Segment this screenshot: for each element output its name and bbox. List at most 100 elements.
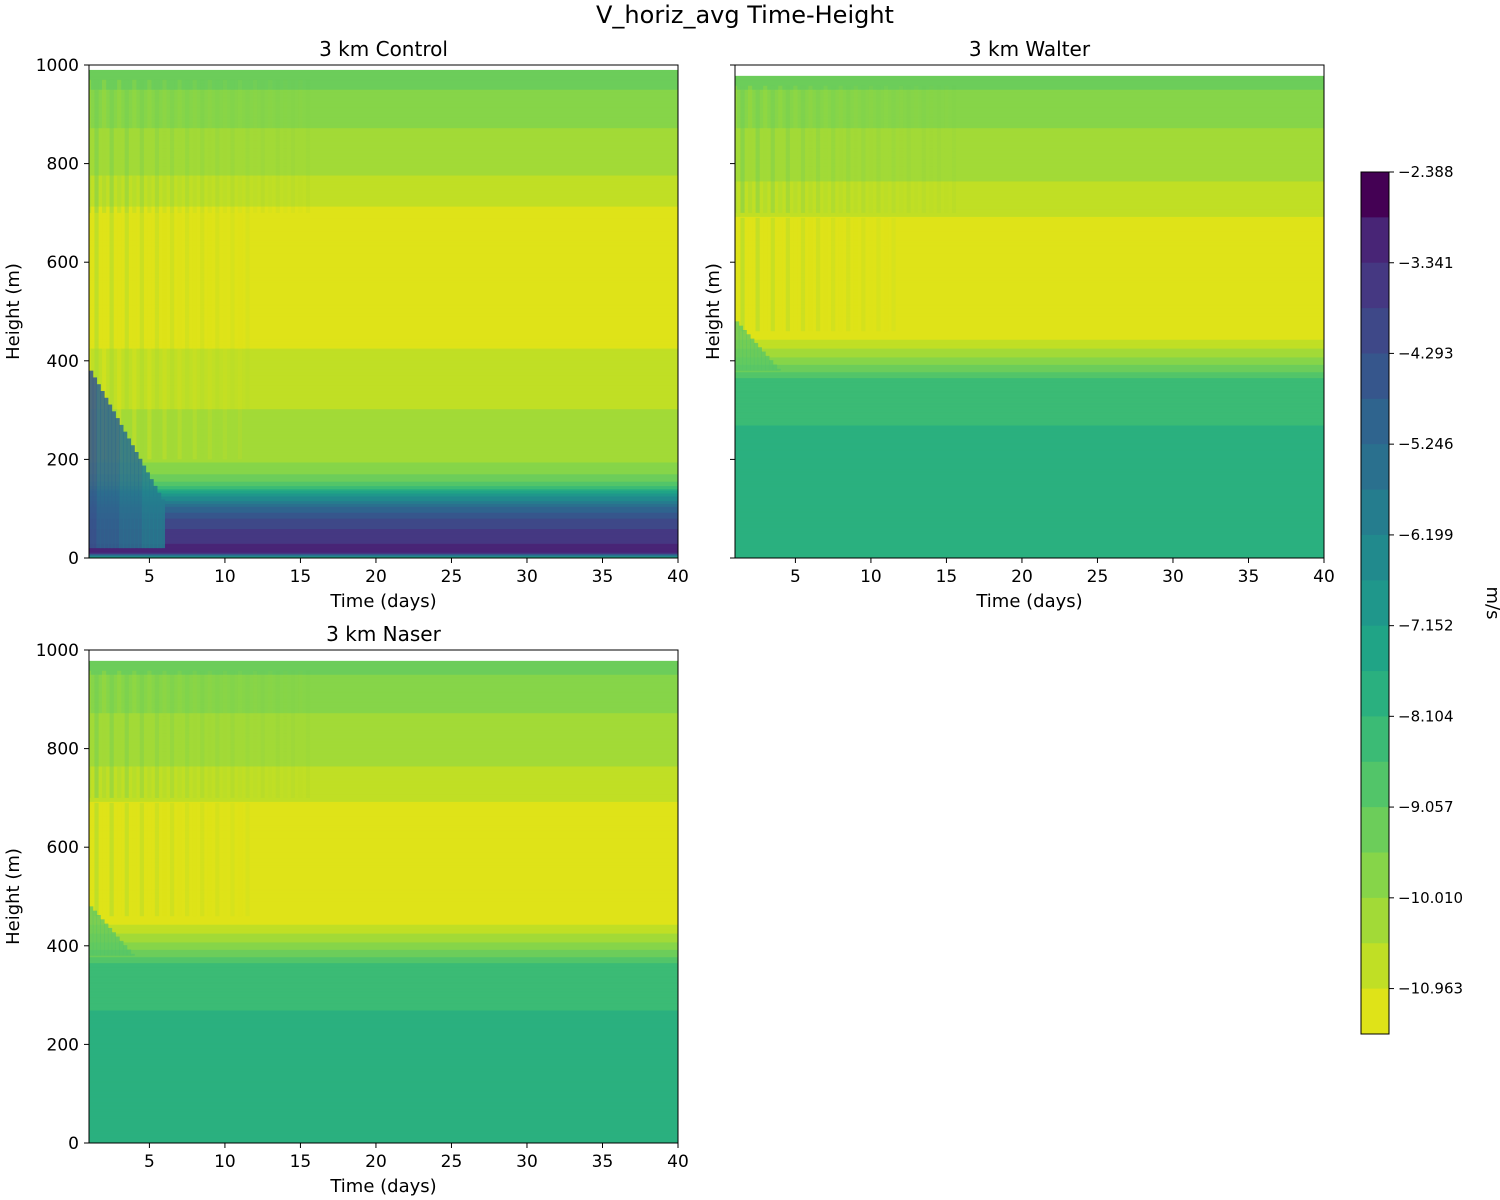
contour-band	[89, 774, 678, 777]
contour-band	[89, 756, 678, 760]
contour-band	[89, 1103, 678, 1106]
contour-band	[89, 927, 678, 930]
oscillation-streak	[132, 212, 137, 460]
contour-band	[89, 98, 678, 101]
oscillation-streak	[139, 670, 144, 798]
contour-band	[735, 319, 1324, 322]
contour-band	[89, 359, 678, 362]
oscillation-streak	[800, 85, 806, 213]
contour-band	[735, 191, 1324, 194]
contour-band	[89, 684, 678, 687]
contour-band	[735, 478, 1324, 481]
contour-band	[89, 109, 678, 112]
contour-band	[735, 200, 1324, 203]
contour-band	[735, 552, 1324, 555]
contour-band	[89, 534, 678, 537]
contour-band	[89, 1134, 678, 1137]
oscillation-streak	[109, 802, 114, 917]
x-tick-label: 15	[936, 567, 958, 587]
contour-band	[89, 836, 678, 839]
contour-band	[89, 327, 678, 330]
contour-band	[89, 901, 678, 904]
contour-band	[89, 257, 678, 260]
contour-band	[735, 393, 1324, 396]
contour-band	[735, 98, 1324, 101]
contour-band	[89, 525, 678, 528]
contour-band	[89, 358, 678, 361]
oscillation-streak	[823, 85, 828, 213]
contour-band	[89, 746, 678, 749]
contour-band	[89, 1082, 678, 1085]
contour-band	[735, 281, 1324, 284]
contour-band	[735, 353, 1324, 356]
contour-band	[735, 454, 1324, 457]
contour-band	[89, 1126, 678, 1129]
contour-band	[735, 231, 1324, 234]
oscillation-streak	[162, 802, 167, 917]
oscillation-streak	[215, 79, 220, 213]
oscillation-streak	[200, 212, 205, 460]
contour-band	[89, 1114, 678, 1117]
contour-band	[735, 488, 1324, 491]
contour-band	[89, 203, 678, 206]
contour-band	[89, 882, 678, 885]
contour-band	[89, 143, 678, 146]
contour-band	[735, 432, 1324, 435]
contour-band	[735, 197, 1324, 200]
contour-band	[735, 371, 1324, 374]
contour-band	[89, 296, 678, 299]
contour-band	[89, 340, 678, 343]
contour-band	[89, 512, 678, 515]
transition-wedge	[768, 360, 774, 371]
contour-band	[735, 396, 1324, 399]
contour-band	[735, 444, 1324, 447]
y-tick-label: 1000	[36, 641, 79, 661]
x-tick-label: 30	[516, 1152, 538, 1172]
chart-title: V_horiz_avg Time-Height	[596, 1, 894, 29]
contour-band	[89, 805, 678, 808]
contour-band	[735, 377, 1324, 380]
contour-band	[89, 931, 678, 934]
contour-band	[89, 946, 678, 949]
contour-band	[89, 709, 678, 712]
contour-band	[735, 287, 1324, 290]
panel-title: 3 km Naser	[326, 622, 441, 646]
contour-band	[735, 137, 1324, 141]
colorbar-segment	[1361, 761, 1389, 808]
contour-band	[89, 535, 678, 538]
contour-band	[735, 455, 1324, 459]
contour-band	[89, 265, 678, 268]
contour-band	[89, 438, 678, 441]
oscillation-streak	[268, 670, 273, 798]
contour-band	[89, 975, 678, 978]
contour-band	[89, 368, 678, 371]
contour-band	[89, 435, 678, 438]
contour-band	[89, 546, 678, 549]
contour-band	[735, 407, 1324, 410]
contour-band	[89, 1101, 678, 1104]
contour-band	[89, 1046, 678, 1049]
contour-band	[89, 262, 678, 265]
contour-band	[735, 387, 1324, 390]
contour-band	[89, 932, 678, 936]
contour-band	[89, 509, 678, 512]
contour-band	[89, 666, 678, 669]
contour-band	[89, 84, 678, 87]
contour-band	[89, 189, 678, 192]
contour-band	[89, 730, 678, 733]
contour-band	[89, 722, 678, 726]
contour-band	[735, 405, 1324, 408]
transition-wedge	[115, 418, 120, 549]
contour-band	[89, 743, 678, 746]
contour-band	[89, 140, 678, 143]
contour-band	[89, 1135, 678, 1138]
contour-band	[89, 989, 678, 992]
contour-band	[89, 445, 678, 448]
contour-band	[89, 681, 678, 684]
contour-band	[89, 878, 678, 881]
contour-band	[735, 170, 1324, 173]
oscillation-streak	[876, 217, 881, 332]
contour-band	[89, 725, 678, 728]
oscillation-streak	[192, 212, 197, 460]
